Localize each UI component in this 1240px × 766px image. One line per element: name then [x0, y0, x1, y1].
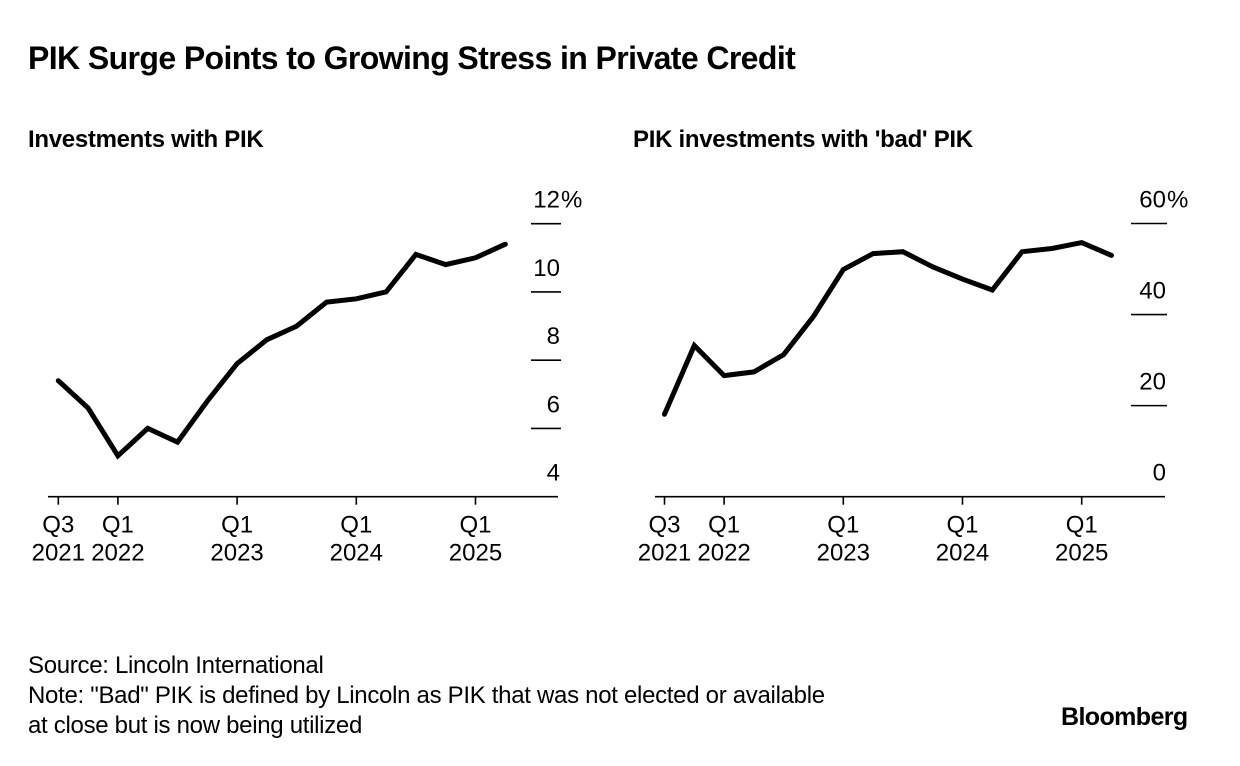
bloomberg-logo: Bloomberg — [1061, 703, 1188, 731]
footer: Source: Lincoln International Note: "Bad… — [28, 651, 825, 741]
y-tick-label: 4 — [547, 460, 560, 487]
x-tick-label-year: 2023 — [210, 540, 263, 567]
y-tick-label: 60 — [1139, 187, 1166, 214]
y-tick-label: 10 — [533, 255, 560, 282]
y-tick-label: 20 — [1139, 369, 1166, 396]
x-tick-label-quarter: Q1 — [102, 512, 134, 539]
source-text: Source: Lincoln International — [28, 652, 324, 679]
y-tick-label: 40 — [1139, 278, 1166, 305]
note-text-line-1: Note: "Bad" PIK is defined by Lincoln as… — [28, 682, 825, 709]
x-tick-label-year: 2025 — [1055, 540, 1108, 567]
x-tick-label-quarter: Q1 — [708, 512, 740, 539]
x-tick-label-quarter: Q3 — [42, 512, 74, 539]
x-tick-label-quarter: Q1 — [340, 512, 372, 539]
x-tick-label-year: 2022 — [697, 540, 750, 567]
x-tick-label-quarter: Q1 — [946, 512, 978, 539]
x-tick-label-year: 2021 — [32, 540, 85, 567]
note-text-line-2: at close but is now being utilized — [28, 712, 363, 739]
y-tick-label: 6 — [547, 391, 560, 418]
x-tick-label-quarter: Q1 — [1066, 512, 1098, 539]
y-unit-label: % — [1167, 187, 1188, 214]
x-tick-label-quarter: Q1 — [459, 512, 491, 539]
x-tick-label-quarter: Q1 — [221, 512, 253, 539]
x-tick-label-quarter: Q3 — [648, 512, 680, 539]
x-tick-label-year: 2022 — [91, 540, 144, 567]
y-unit-label: % — [561, 187, 582, 214]
x-tick-label-quarter: Q1 — [827, 512, 859, 539]
x-tick-label-year: 2024 — [936, 540, 989, 567]
series-line — [662, 239, 1114, 417]
series-line — [55, 241, 508, 460]
left-chart-title: Investments with PIK — [28, 126, 264, 153]
right-chart-title: PIK investments with 'bad' PIK — [633, 126, 973, 153]
x-tick-label-year: 2024 — [330, 540, 383, 567]
chart-title: PIK Surge Points to Growing Stress in Pr… — [28, 40, 796, 76]
y-tick-label: 12 — [533, 187, 560, 214]
x-tick-label-year: 2023 — [817, 540, 870, 567]
x-tick-label-year: 2025 — [449, 540, 502, 567]
x-tick-label-year: 2021 — [638, 540, 691, 567]
y-tick-label: 0 — [1153, 460, 1166, 487]
y-tick-label: 8 — [547, 323, 560, 350]
